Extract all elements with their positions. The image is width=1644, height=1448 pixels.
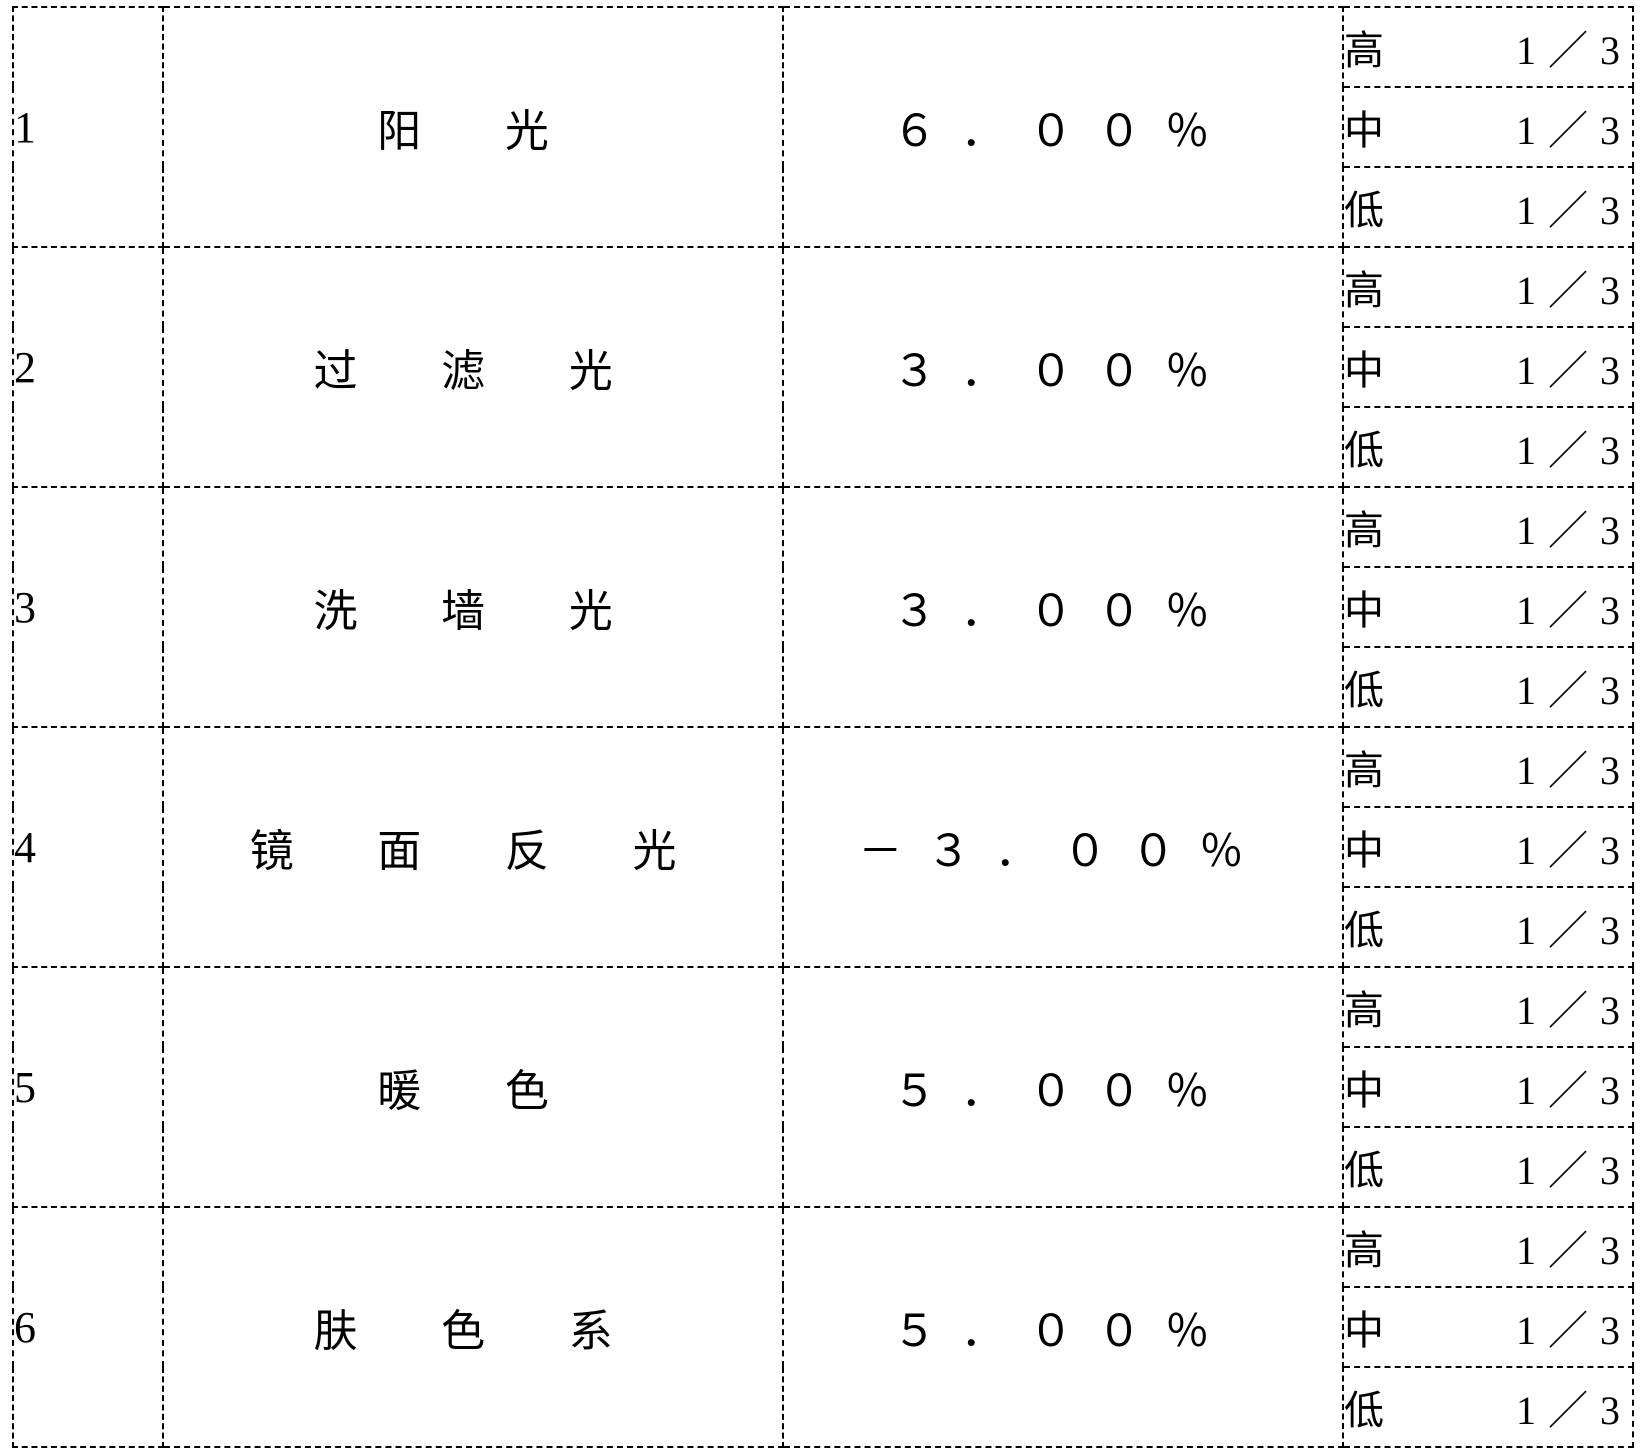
sub-level: 中 <box>1344 1058 1386 1116</box>
sub-cell-low: 低 1／3 <box>1343 647 1633 727</box>
sub-fraction: 1／3 <box>1516 338 1632 396</box>
sub-cell-mid: 中 1／3 <box>1343 1287 1633 1367</box>
sub-cell-mid: 中 1／3 <box>1343 327 1633 407</box>
sub-fraction: 1／3 <box>1516 898 1632 956</box>
sub-level: 高 <box>1344 18 1386 76</box>
sub-cell-low: 低 1／3 <box>1343 1127 1633 1207</box>
sub-cell-high: 高 1／3 <box>1343 727 1633 807</box>
sub-level: 低 <box>1344 658 1386 716</box>
sub-cell-high: 高 1／3 <box>1343 1207 1633 1287</box>
sub-fraction: 1／3 <box>1516 738 1632 796</box>
row-name: 暖 色 <box>163 967 783 1207</box>
sub-fraction: 1／3 <box>1516 1058 1632 1116</box>
row-name: 过 滤 光 <box>163 247 783 487</box>
sub-level: 高 <box>1344 1218 1386 1276</box>
row-name: 洗 墙 光 <box>163 487 783 727</box>
sub-fraction: 1／3 <box>1516 98 1632 156</box>
row-index: 1 <box>13 7 163 247</box>
row-value-text: －３．００％ <box>858 827 1267 876</box>
sub-level: 低 <box>1344 898 1386 956</box>
row-index: 2 <box>13 247 163 487</box>
sub-fraction: 1／3 <box>1516 818 1632 876</box>
sub-level: 高 <box>1344 498 1386 556</box>
row-index: 4 <box>13 727 163 967</box>
sub-fraction: 1／3 <box>1516 258 1632 316</box>
row-name: 镜 面 反 光 <box>163 727 783 967</box>
row-value-text: ５．００％ <box>893 1307 1234 1356</box>
sub-level: 高 <box>1344 738 1386 796</box>
sub-level: 高 <box>1344 978 1386 1036</box>
row-value-text: ６．００％ <box>893 107 1234 156</box>
row-value: ５．００％ <box>783 967 1343 1207</box>
sub-level: 高 <box>1344 258 1386 316</box>
sub-level: 低 <box>1344 1138 1386 1196</box>
sub-cell-mid: 中 1／3 <box>1343 567 1633 647</box>
sub-level: 低 <box>1344 178 1386 236</box>
row-value: ３．００％ <box>783 247 1343 487</box>
sub-fraction: 1／3 <box>1516 978 1632 1036</box>
sub-fraction: 1／3 <box>1516 578 1632 636</box>
sub-fraction: 1／3 <box>1516 18 1632 76</box>
sub-fraction: 1／3 <box>1516 1138 1632 1196</box>
sub-cell-high: 高 1／3 <box>1343 967 1633 1047</box>
row-name: 阳 光 <box>163 7 783 247</box>
sub-fraction: 1／3 <box>1516 658 1632 716</box>
sub-level: 低 <box>1344 418 1386 476</box>
row-value-text: ５．００％ <box>893 1067 1234 1116</box>
sub-cell-low: 低 1／3 <box>1343 887 1633 967</box>
sub-fraction: 1／3 <box>1516 1298 1632 1356</box>
sub-cell-mid: 中 1／3 <box>1343 1047 1633 1127</box>
row-value: ３．００％ <box>783 487 1343 727</box>
sub-fraction: 1／3 <box>1516 1218 1632 1276</box>
sub-fraction: 1／3 <box>1516 178 1632 236</box>
row-value-text: ３．００％ <box>893 347 1234 396</box>
lighting-table: 1 阳 光 ６．００％ 高 1／3 中 1／3 <box>12 6 1632 1448</box>
sub-cell-high: 高 1／3 <box>1343 7 1633 87</box>
row-index: 6 <box>13 1207 163 1447</box>
sub-level: 中 <box>1344 578 1386 636</box>
sub-fraction: 1／3 <box>1516 498 1632 556</box>
sub-fraction: 1／3 <box>1516 1378 1632 1436</box>
sub-cell-low: 低 1／3 <box>1343 1367 1633 1447</box>
sub-cell-mid: 中 1／3 <box>1343 807 1633 887</box>
sub-level: 中 <box>1344 818 1386 876</box>
sub-level: 低 <box>1344 1378 1386 1436</box>
sub-cell-high: 高 1／3 <box>1343 487 1633 567</box>
sub-cell-high: 高 1／3 <box>1343 247 1633 327</box>
row-value-text: ３．００％ <box>893 587 1234 636</box>
lighting-table-grid: 1 阳 光 ６．００％ 高 1／3 中 1／3 <box>12 6 1634 1448</box>
row-value: ６．００％ <box>783 7 1343 247</box>
sub-level: 中 <box>1344 338 1386 396</box>
row-index: 5 <box>13 967 163 1207</box>
sub-cell-low: 低 1／3 <box>1343 167 1633 247</box>
sub-cell-low: 低 1／3 <box>1343 407 1633 487</box>
sub-fraction: 1／3 <box>1516 418 1632 476</box>
sub-level: 中 <box>1344 98 1386 156</box>
row-value: ５．００％ <box>783 1207 1343 1447</box>
row-name: 肤 色 系 <box>163 1207 783 1447</box>
row-index: 3 <box>13 487 163 727</box>
row-value: －３．００％ <box>783 727 1343 967</box>
sub-cell-mid: 中 1／3 <box>1343 87 1633 167</box>
sub-level: 中 <box>1344 1298 1386 1356</box>
